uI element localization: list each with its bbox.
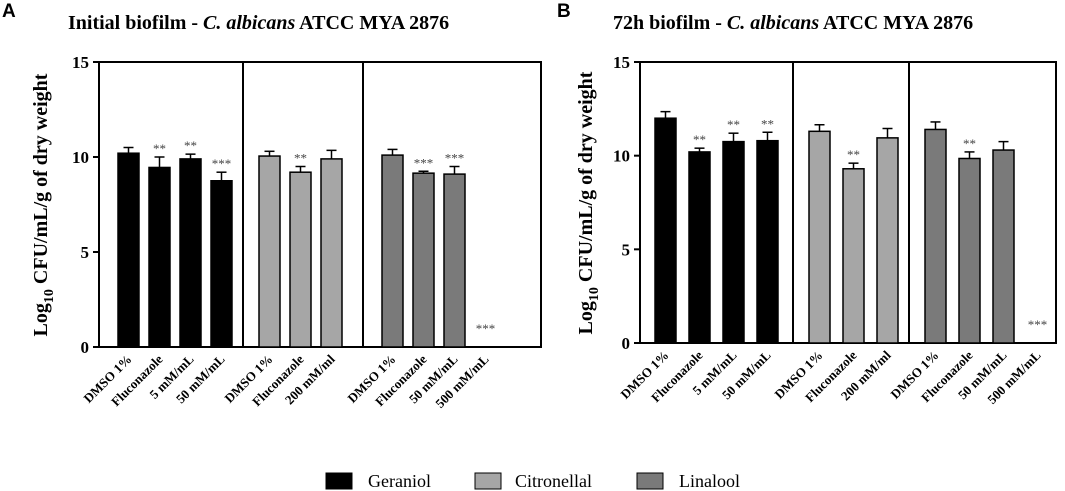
panel-b-significance: ** xyxy=(693,132,706,147)
panel-a-ylabel-main: Log xyxy=(30,303,52,336)
panel-a-title-rest: ATCC MYA 2876 xyxy=(295,12,449,34)
panel-a-significance: *** xyxy=(445,151,465,166)
panel-b-significance: ** xyxy=(727,117,740,132)
panel-a-title-plain: Initial biofilm - xyxy=(68,12,203,34)
panel-b-ytick-label: 15 xyxy=(613,53,630,72)
legend-label-linalool: Linalool xyxy=(679,471,740,491)
panel-b-bar-linalool xyxy=(924,128,947,344)
panel-a-significance: *** xyxy=(414,155,434,170)
panel-a-letter: A xyxy=(2,1,16,22)
panel-a-bar-geraniol xyxy=(210,180,233,348)
panel-b-ylabel: Log10 CFU/mL/g of dry weight xyxy=(575,71,602,334)
panel-a-bar-citronellal xyxy=(258,155,281,348)
panel-b-bar-geraniol xyxy=(722,140,745,344)
panel-a-significance: ** xyxy=(184,138,197,153)
panel-b-ylabel-rest: CFU/mL/g of dry weight xyxy=(575,71,597,287)
panel-b-title-rest: ATCC MYA 2876 xyxy=(819,12,973,34)
panel-a-title-italic: C. albicans xyxy=(203,12,295,34)
legend-label-citronellal: Citronellal xyxy=(515,471,592,491)
legend-swatch-citronellal xyxy=(474,472,502,490)
panel-b-significance: ** xyxy=(761,116,774,131)
legend-label-geraniol: Geraniol xyxy=(368,471,431,491)
panel-b-ytick-label: 0 xyxy=(622,334,631,353)
panel-b-significance: ** xyxy=(963,136,976,151)
panel-a-frame xyxy=(98,61,542,348)
panel-a-title: Initial biofilm - C. albicans ATCC MYA 2… xyxy=(68,12,449,34)
panel-a-ylabel-rest: CFU/mL/g of dry weight xyxy=(30,73,52,289)
legend-swatch-geraniol xyxy=(325,472,353,490)
panel-b-bar-geraniol xyxy=(756,139,779,344)
panel-b-bar-citronellal xyxy=(842,168,865,344)
panel-b-ylabel-sub: 10 xyxy=(587,287,602,301)
panel-b-bar-linalool xyxy=(992,149,1015,344)
panel-b-title-italic: C. albicans xyxy=(727,12,819,34)
panel-a-bar-linalool xyxy=(412,172,435,348)
panel-a-ylabel: Log10 CFU/mL/g of dry weight xyxy=(30,73,57,336)
panel-a-ylabel-sub: 10 xyxy=(42,289,57,303)
panel-a-bar-citronellal xyxy=(289,171,312,348)
panel-a-significance: *** xyxy=(476,321,496,336)
panel-a-bar-citronellal xyxy=(320,158,343,348)
panel-b-significance: ** xyxy=(847,147,860,162)
panel-b-title: 72h biofilm - C. albicans ATCC MYA 2876 xyxy=(613,12,973,34)
panel-a-ytick-label: 10 xyxy=(72,148,89,167)
panel-b-letter: B xyxy=(557,1,571,22)
panel-a-bar-geraniol xyxy=(179,158,202,348)
panel-b-bar-geraniol xyxy=(688,151,711,344)
panel-a-ytick-label: 0 xyxy=(81,338,90,357)
legend: Geraniol Citronellal Linalool xyxy=(325,471,740,491)
panel-a-ytick-label: 15 xyxy=(72,53,89,72)
legend-swatch-linalool xyxy=(636,472,664,490)
panel-b-title-plain: 72h biofilm - xyxy=(613,12,727,34)
panel-b-bar-geraniol xyxy=(654,117,677,344)
panel-b-ytick-label: 5 xyxy=(622,240,631,259)
panel-a-bar-geraniol xyxy=(148,166,171,348)
panel-b-significance: *** xyxy=(1028,317,1048,332)
panel-b-ytick-label: 10 xyxy=(613,147,630,166)
panel-a-bar-linalool xyxy=(381,154,404,348)
panel-a-bar-geraniol xyxy=(117,152,140,348)
panel-b-ylabel-main: Log xyxy=(575,301,597,334)
panel-a-significance: ** xyxy=(153,141,166,156)
panel-a-significance: *** xyxy=(212,156,232,171)
panel-b-bar-citronellal xyxy=(808,130,831,344)
panel-b-bar-linalool xyxy=(958,157,981,344)
panel-b-bar-citronellal xyxy=(876,137,899,344)
panel-a-bar-linalool xyxy=(443,173,466,348)
panel-a-significance: ** xyxy=(294,151,307,166)
panel-a-ytick-label: 5 xyxy=(81,243,90,262)
